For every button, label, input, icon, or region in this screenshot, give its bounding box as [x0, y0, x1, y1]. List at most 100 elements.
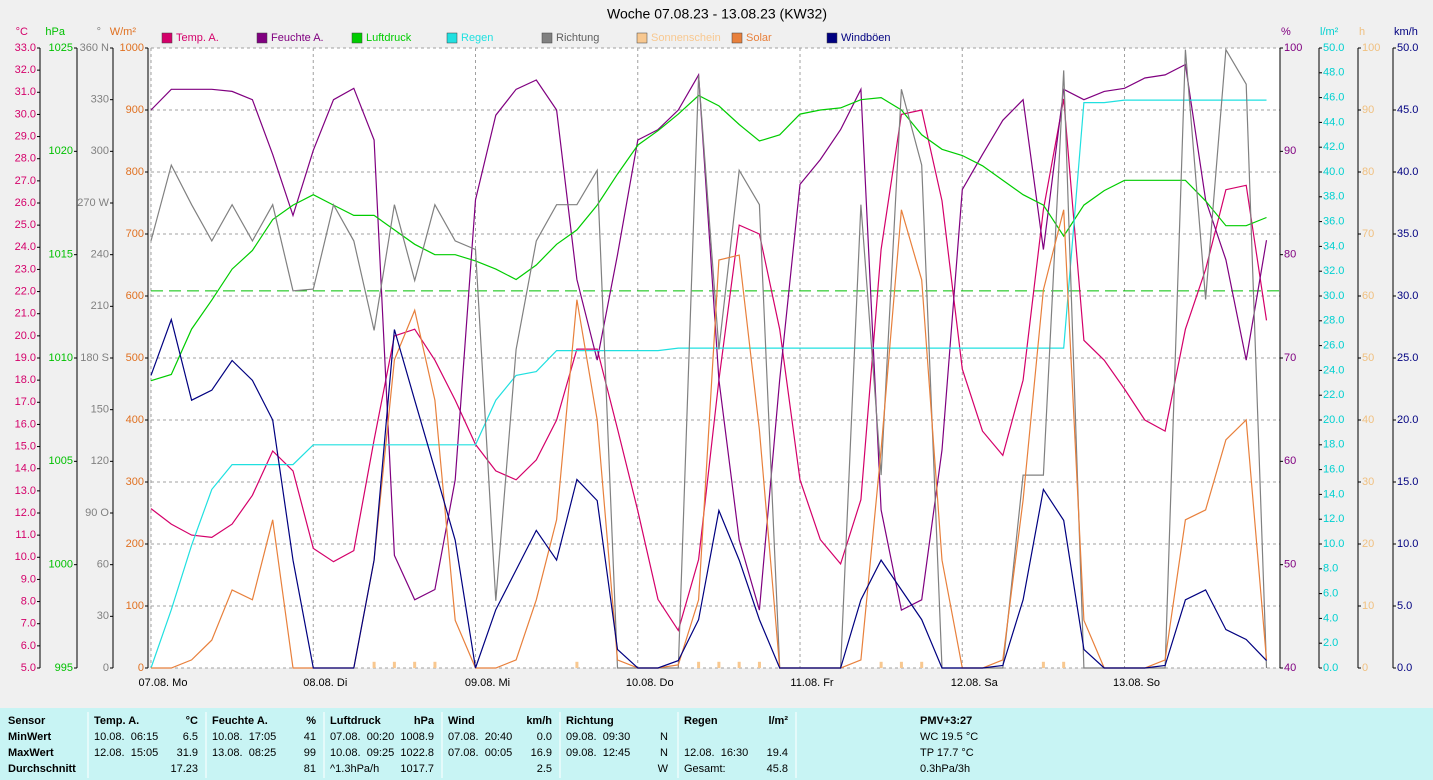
y-tick-label: 210 [91, 300, 109, 312]
x-tick-label: 12.08. Sa [951, 677, 999, 689]
y-tick-label: 70 [1362, 228, 1374, 240]
sunshine-bar [372, 661, 376, 668]
y-tick-label: 995 [55, 662, 73, 674]
axis-unit: % [1281, 26, 1291, 38]
table-cell: 1017.7 [400, 763, 434, 775]
y-tick-label: 300 [91, 145, 109, 157]
legend-swatch [161, 32, 173, 44]
legend-label: Windböen [841, 32, 891, 44]
y-tick-label: 180 S [80, 352, 109, 364]
y-tick-label: 30.0 [15, 108, 36, 120]
y-tick-label: 20.0 [15, 330, 36, 342]
y-tick-label: 150 [91, 404, 109, 416]
series-line [150, 47, 1268, 669]
y-tick-label: 0 [103, 662, 109, 674]
y-tick-label: 40 [1284, 662, 1296, 674]
table-cell: Durchschnitt [8, 763, 76, 775]
y-tick-label: 60 [1362, 290, 1374, 302]
legend-label: Sonnenschein [651, 32, 721, 44]
y-tick-label: 500 [126, 352, 144, 364]
axis-unit: ° [97, 26, 101, 38]
y-tick-label: 34.0 [1323, 240, 1344, 252]
y-tick-label: 90 [1284, 145, 1296, 157]
y-tick-label: 1005 [49, 455, 73, 467]
legend-swatch [826, 32, 838, 44]
y-tick-label: 70 [1284, 352, 1296, 364]
legend-swatch [351, 32, 363, 44]
x-tick-label: 08.08. Di [303, 677, 347, 689]
axis-unit: W/m² [110, 26, 137, 38]
table-cell: Regen [684, 715, 718, 727]
y-tick-label: 50 [1284, 559, 1296, 571]
series-line [150, 317, 1267, 669]
table-cell: PMV+3:27 [920, 715, 972, 727]
y-tick-label: 28.0 [15, 153, 36, 165]
y-tick-label: 60 [97, 559, 109, 571]
y-tick-label: 45.0 [1397, 104, 1418, 116]
y-tick-label: 50.0 [1397, 42, 1418, 54]
y-tick-label: 14.0 [15, 463, 36, 475]
y-tick-label: 1000 [49, 559, 73, 571]
table-cell: Luftdruck [330, 715, 382, 727]
y-tick-label: 13.0 [15, 485, 36, 497]
y-tick-label: 90 [1362, 104, 1374, 116]
y-tick-label: 700 [126, 228, 144, 240]
sunshine-bar [392, 661, 396, 668]
legend-swatch [636, 32, 648, 44]
x-tick-label: 09.08. Mi [465, 677, 510, 689]
y-tick-label: 14.0 [1323, 488, 1344, 500]
y-tick-label: 50.0 [1323, 42, 1344, 54]
table-cell: WC 19.5 °C [920, 731, 978, 743]
y-tick-label: 8.0 [1323, 563, 1338, 575]
series-line [150, 63, 1268, 611]
table-cell: Temp. A. [94, 715, 139, 727]
table-cell: l/m² [768, 715, 788, 727]
table-cell: 19.4 [767, 747, 788, 759]
y-tick-label: 48.0 [1323, 67, 1344, 79]
table-cell: 07.08. 00:05 [448, 747, 512, 759]
legend-swatch [731, 32, 743, 44]
y-tick-label: 80 [1362, 166, 1374, 178]
x-tick-label: 10.08. Do [626, 677, 674, 689]
table-cell: 31.9 [177, 747, 198, 759]
sunshine-bar [717, 661, 721, 668]
y-tick-label: 1025 [49, 42, 73, 54]
y-tick-label: 200 [126, 538, 144, 550]
y-tick-label: 16.0 [15, 418, 36, 430]
table-cell: Wind [448, 715, 475, 727]
y-tick-label: 20.0 [1323, 414, 1344, 426]
y-tick-label: 4.0 [1323, 612, 1338, 624]
y-tick-label: 46.0 [1323, 92, 1344, 104]
series-line [150, 98, 1268, 632]
y-tick-label: 8.0 [21, 595, 36, 607]
table-cell: 12.08. 16:30 [684, 747, 748, 759]
axis-unit: km/h [1394, 26, 1418, 38]
y-tick-label: 50 [1362, 352, 1374, 364]
y-tick-label: 40.0 [1323, 166, 1344, 178]
sunshine-bar [737, 661, 741, 668]
y-tick-label: 24.0 [1323, 364, 1344, 376]
y-tick-label: 19.0 [15, 352, 36, 364]
table-cell: 17.23 [170, 763, 198, 775]
y-tick-label: 32.0 [1323, 265, 1344, 277]
table-cell: °C [186, 715, 198, 727]
y-tick-label: 23.0 [15, 263, 36, 275]
legend-swatch [256, 32, 268, 44]
y-tick-label: 1000 [120, 42, 144, 54]
y-tick-label: 18.0 [1323, 439, 1344, 451]
y-tick-label: 900 [126, 104, 144, 116]
series-line [150, 94, 1267, 382]
table-cell: 09.08. 09:30 [566, 731, 630, 743]
axis-unit: l/m² [1320, 26, 1339, 38]
y-tick-label: 36.0 [1323, 216, 1344, 228]
table-cell: km/h [526, 715, 552, 727]
sunshine-bar [413, 661, 417, 668]
y-tick-label: 120 [91, 455, 109, 467]
y-tick-label: 25.0 [1397, 352, 1418, 364]
y-tick-label: 9.0 [21, 573, 36, 585]
table-cell: Gesamt: [684, 763, 726, 775]
table-cell: 10.08. 17:05 [212, 731, 276, 743]
table-cell: 45.8 [767, 763, 788, 775]
